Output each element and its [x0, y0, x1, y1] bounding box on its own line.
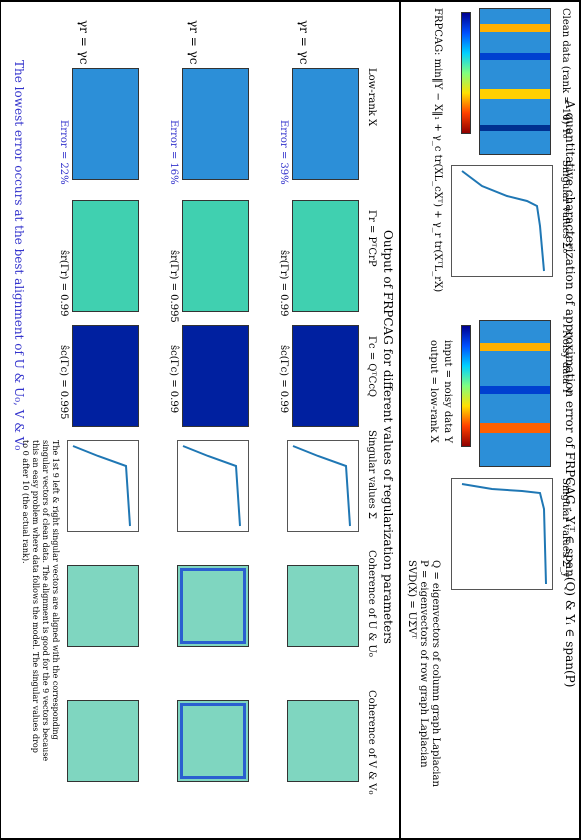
- sc-2: ŝc(Γc) = 0.99: [168, 345, 179, 414]
- svd-def: SVD(X) = UΣVᵀ: [406, 560, 417, 639]
- col-gammac: Γc = QᵀCcQ: [366, 336, 377, 398]
- highlight-box-v: [180, 703, 246, 779]
- sc-3: ŝc(Γc) = 0.995: [58, 345, 69, 420]
- gammac-heatmap-3: [72, 325, 139, 427]
- clean-data-heatmap: [479, 8, 551, 155]
- svy-plot: [451, 478, 553, 590]
- gammac-heatmap-2: [182, 325, 249, 427]
- sv-plot-3: [67, 440, 139, 532]
- highlight-box-u: [180, 568, 246, 644]
- sv0-plot: [451, 165, 553, 277]
- output-label: output = low-rank X: [428, 340, 439, 443]
- coh-v-1: [287, 700, 359, 782]
- input-label: input = noisy data Y: [442, 340, 453, 443]
- gammac-heatmap-1: [292, 325, 359, 427]
- lowrank-heatmap-3: [72, 68, 139, 180]
- error-3: Error = 22%: [58, 120, 69, 185]
- col-coh-v: Coherence of V & V₀: [366, 690, 377, 795]
- sr-1: ŝr(Γr) = 0.99: [278, 250, 289, 317]
- gammar-heatmap-3: [72, 200, 139, 312]
- alignment-note-4: to 0 after 10 (the actual rank).: [21, 440, 30, 564]
- bottom-title: Output of FRPCAG for different values of…: [381, 230, 395, 644]
- coh-v-2: [177, 700, 249, 782]
- gammar-heatmap-2: [182, 200, 249, 312]
- sv-plot-2: [177, 440, 249, 532]
- col-sv: Singular values Σ: [366, 430, 377, 519]
- lowrank-heatmap-1: [292, 68, 359, 180]
- svy-label: Singular values Σ_y: [560, 478, 571, 578]
- coh-u-2: [177, 565, 249, 647]
- sr-3: ŝr(Γr) = 0.99: [58, 250, 69, 317]
- noisy-data-heatmap: [479, 320, 551, 467]
- coh-u-1: [287, 565, 359, 647]
- sv0-label: Singular values Σ₀: [560, 160, 571, 254]
- noisy-colorbar: [461, 325, 471, 447]
- coh-v-3: [67, 700, 139, 782]
- col-gammar: Γr = PᵀCrP: [366, 210, 377, 267]
- gammar-heatmap-1: [292, 200, 359, 312]
- sv-plot-1: [287, 440, 359, 532]
- error-2: Error = 16%: [168, 120, 179, 185]
- col-coh-u: Coherence of U & U₀: [366, 550, 377, 657]
- col-lowrank: Low-rank X: [366, 68, 377, 127]
- p-def: P = eigenvectors of row graph Laplacian: [418, 560, 429, 768]
- coh-u-3: [67, 565, 139, 647]
- sc-1: ŝc(Γc) = 0.99: [278, 345, 289, 414]
- clean-data-label: Clean data (rank = 10) Y₀: [560, 8, 571, 139]
- q-def: Q = eigenvectors of column graph Laplaci…: [430, 560, 441, 787]
- sr-2: ŝr(Γr) = 0.995: [168, 250, 179, 323]
- lowrank-heatmap-2: [182, 68, 249, 180]
- lowest-error-caption: The lowest error occurs at the best alig…: [12, 60, 26, 451]
- noisy-data-label: Noisy data Y: [560, 330, 571, 395]
- error-1: Error = 39%: [278, 120, 289, 185]
- frpcag-formula: FRPCAG: min‖Y − X‖₁ + γ_c tr(XL_cXᵀ) + γ…: [432, 8, 443, 293]
- clean-colorbar: [461, 12, 471, 134]
